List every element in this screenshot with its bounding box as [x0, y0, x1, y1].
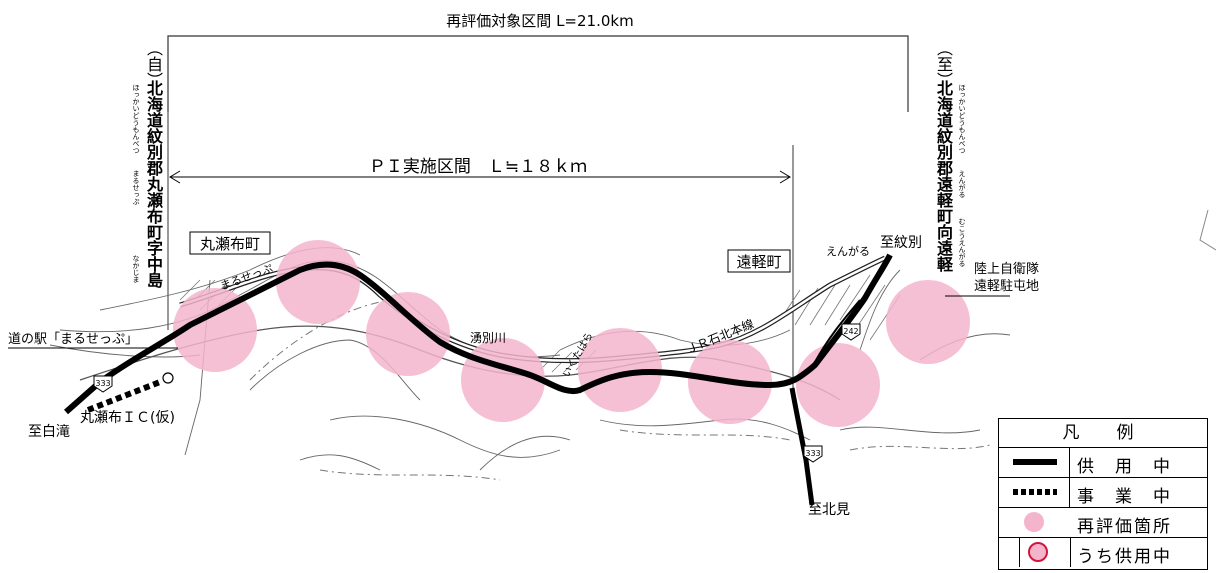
town-engaru-box: [727, 249, 791, 273]
route-333-shield-south-label: 333: [805, 449, 820, 458]
reevaluation-circle-4: [461, 338, 545, 422]
route-333-main-in-service: [64, 253, 893, 415]
end-bracket: （至）: [934, 40, 953, 88]
evaluation-title: 再評価対象区間 L=21.0km: [446, 12, 633, 30]
evaluation-bracket: [167, 35, 909, 112]
start-ruby-nakajima: なかじま: [132, 255, 140, 283]
legend-row-in-service: 供 用 中: [999, 447, 1207, 477]
ic-label: 丸瀬布ＩＣ(仮): [80, 410, 175, 426]
river-label: 湧別川: [470, 331, 506, 345]
end-ruby-mukaiengaru: むこうえんがる: [958, 218, 966, 267]
route-333-to-kitami: [789, 387, 815, 506]
town-maruseppu-box: [189, 231, 271, 255]
station-engaru: えんがる: [826, 244, 870, 258]
gsdf-label-2: 遠軽駐屯地: [974, 279, 1039, 294]
reevaluation-circle-7: [796, 343, 880, 427]
legend-under-construction-label: 事 業 中: [1077, 487, 1172, 507]
start-ruby-hokkaido: ほっかいどうもんべつ: [132, 84, 140, 154]
route-242-shield: 242: [841, 323, 861, 341]
legend-of-which-symbol: [1019, 538, 1071, 567]
legend-row-reevaluation: 再評価箇所: [999, 507, 1207, 537]
route-333-shield-west-label: 333: [95, 379, 110, 388]
route-242: [814, 299, 861, 363]
pi-arrow-left-head: [169, 170, 181, 184]
start-ruby-maruseppu: まるせっぷ: [132, 170, 140, 205]
end-address: 北海道紋別郡遠軽町向遠軽: [934, 80, 953, 272]
reevaluation-circle-3: [366, 292, 450, 376]
pi-arrow-right-head: [779, 170, 791, 184]
legend-row-under-construction: 事 業 中: [999, 477, 1207, 507]
town-maruseppu: 丸瀬布町: [200, 235, 260, 253]
to-kitami: 至北見: [808, 502, 850, 518]
legend-in-service-label: 供 用 中: [1077, 457, 1172, 477]
legend-title: 凡 例: [1062, 423, 1144, 443]
roadside-station-label: 道の駅「まるせっぷ」: [8, 332, 138, 347]
reevaluation-circle-5: [578, 328, 662, 412]
route-242-shield-label: 242: [843, 327, 858, 336]
boundary-lines: [249, 299, 991, 481]
reevaluation-circle-2: [276, 240, 360, 324]
route-333-shield-west: 333: [93, 375, 113, 393]
legend-in-service-symbol: [999, 448, 1070, 477]
legend: 凡 例 供 用 中 事 業 中 再評価箇所 うち供用中: [998, 418, 1208, 570]
route-under-construction: [86, 379, 162, 413]
to-mombetsu: 至紋別: [880, 235, 922, 251]
to-shirataki: 至白滝: [28, 424, 70, 440]
reevaluation-circle-1: [173, 288, 257, 372]
legend-row-of-which-in-service: うち供用中: [999, 537, 1207, 567]
end-ruby-hokkaido: ほっかいどうもんべつ: [958, 84, 966, 154]
legend-of-which-in-service-label: うち供用中: [1077, 547, 1172, 567]
town-engaru: 遠軽町: [736, 253, 781, 271]
gsdf-label-1: 陸上自衛隊: [974, 261, 1039, 277]
legend-under-construction-symbol: [999, 478, 1070, 507]
start-address: 北海道紋別郡丸瀬布町字中島: [144, 80, 163, 288]
ic-marker: [162, 372, 174, 384]
route-333-shield-south: 333: [803, 445, 823, 463]
pi-section-label: ＰＩ実施区間 Ｌ≒１８ｋｍ: [369, 157, 587, 177]
end-ruby-engaru: えんがる: [958, 170, 966, 198]
reevaluation-circle-8: [886, 280, 970, 364]
legend-reevaluation-label: 再評価箇所: [1077, 517, 1172, 537]
start-bracket: （自）: [144, 40, 163, 88]
edge-fragment: [1199, 209, 1216, 251]
legend-reevaluation-symbol: [999, 508, 1069, 537]
